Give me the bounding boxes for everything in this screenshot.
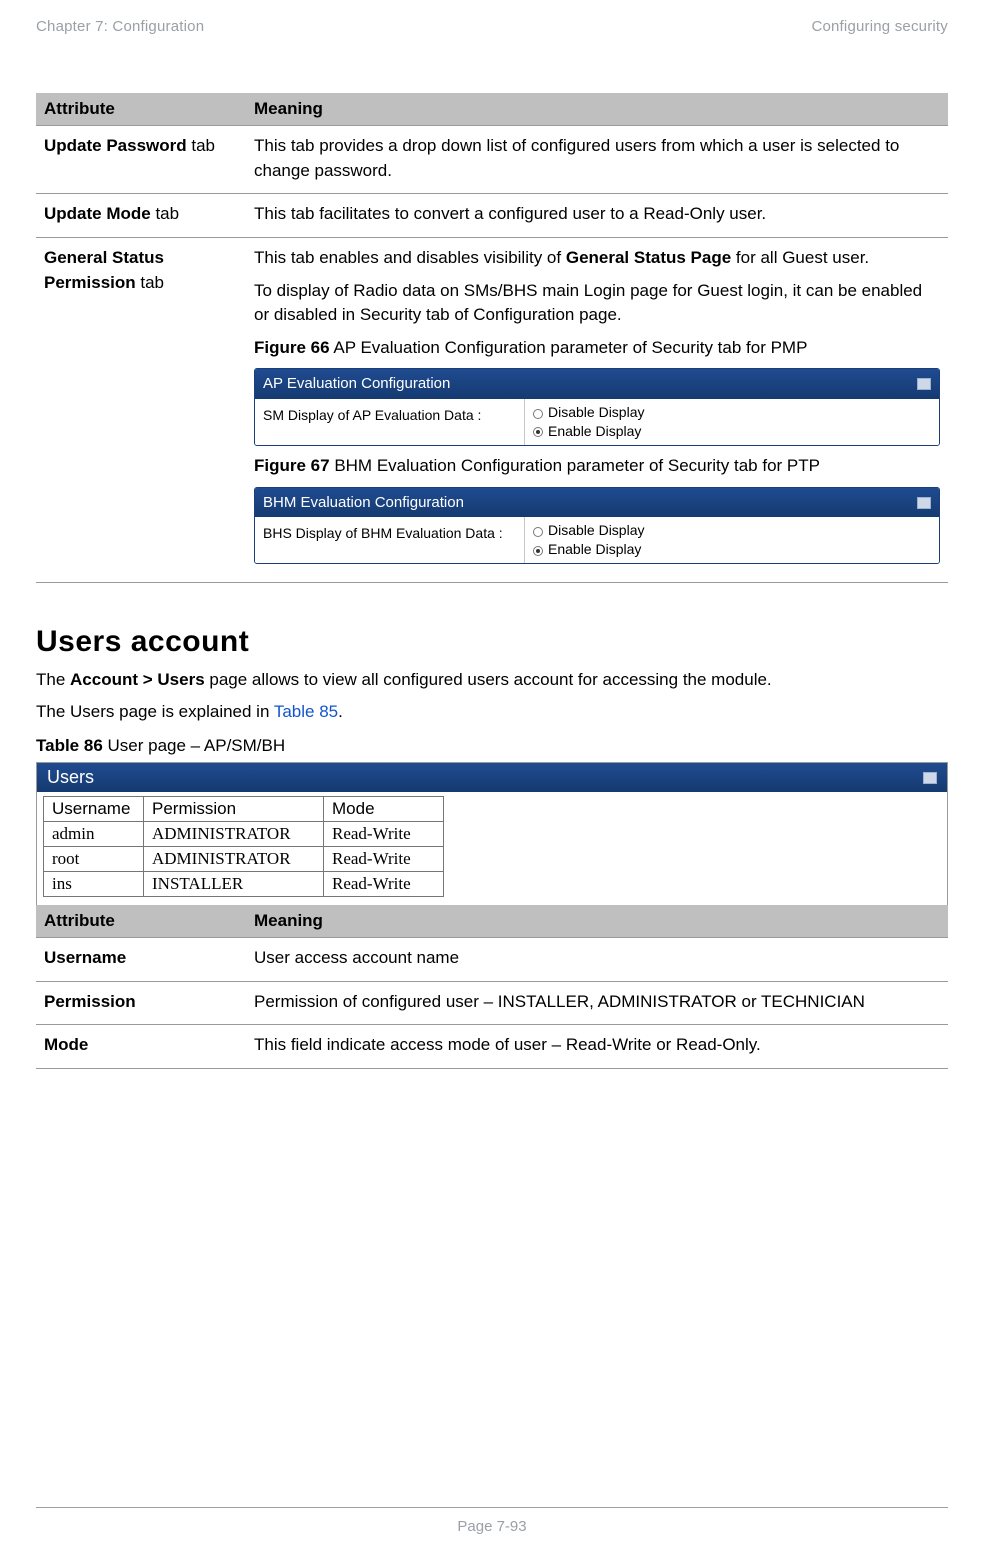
table-link[interactable]: Table 85 [274,702,338,721]
section-paragraph: The Users page is explained in Table 85. [36,699,948,725]
table-caption-label: Table 86 [36,736,103,755]
radio-label: Enable Display [548,423,641,439]
table-row: root ADMINISTRATOR Read-Write [44,847,444,872]
attributes-table-1: Attribute Meaning Update Password tab Th… [36,93,948,583]
attr-label-suffix: tab [187,136,215,155]
figure-label: Figure 66 [254,338,330,357]
cell-mode: Read-Write [324,847,444,872]
panel-title: BHM Evaluation Configuration [263,492,464,514]
table-row: Mode This field indicate access mode of … [36,1025,948,1069]
attributes-table-2: Attribute Meaning Username User access a… [36,905,948,1069]
attr-label: Update Mode [44,204,151,223]
radio-icon [533,546,543,556]
section-title: Users account [36,625,948,659]
table-row: Username User access account name [36,938,948,982]
cell-username: root [44,847,144,872]
attr-meaning: User access account name [246,938,948,982]
cell-username: admin [44,822,144,847]
table-row: ins INSTALLER Read-Write [44,872,444,897]
header-left: Chapter 7: Configuration [36,18,204,35]
attr-meaning: Permission of configured user – INSTALLE… [246,981,948,1025]
bhm-evaluation-config-panel: BHM Evaluation Configuration BHS Display… [254,487,940,565]
attr-meaning-p2: To display of Radio data on SMs/BHS main… [254,279,940,328]
collapse-icon[interactable] [923,772,937,784]
panel-title: AP Evaluation Configuration [263,373,450,395]
radio-icon [533,527,543,537]
text: for all Guest user. [731,248,869,267]
cell-permission: ADMINISTRATOR [144,822,324,847]
figure-label: Figure 67 [254,456,330,475]
collapse-icon[interactable] [917,378,931,390]
col-meaning: Meaning [246,93,948,126]
radio-label: Disable Display [548,404,644,420]
text: This tab enables and disables visibility… [254,248,566,267]
text: page allows to view all configured users… [205,670,772,689]
radio-option[interactable]: Disable Display [533,403,644,422]
attr-label: Permission [36,981,246,1025]
cell-mode: Read-Write [324,822,444,847]
figure-caption: BHM Evaluation Configuration parameter o… [330,456,820,475]
attr-label: Update Password [44,136,187,155]
attr-meaning: This field indicate access mode of user … [246,1025,948,1069]
attr-label-suffix: tab [136,273,164,292]
radio-option[interactable]: Enable Display [533,422,644,441]
text: The [36,670,70,689]
text-bold: Account > Users [70,670,205,689]
table-caption-text: User page – AP/SM/BH [103,736,285,755]
table-row: Update Password tab This tab provides a … [36,126,948,194]
cell-mode: Read-Write [324,872,444,897]
ap-evaluation-config-panel: AP Evaluation Configuration SM Display o… [254,368,940,446]
attr-label-suffix: tab [151,204,179,223]
table-row: Update Mode tab This tab facilitates to … [36,194,948,238]
attr-label: Mode [36,1025,246,1069]
col-username: Username [44,797,144,822]
table-row: admin ADMINISTRATOR Read-Write [44,822,444,847]
section-paragraph: The Account > Users page allows to view … [36,667,948,693]
text: . [338,702,343,721]
footer-divider [36,1507,948,1508]
radio-label: Enable Display [548,541,641,557]
table-row: Permission Permission of configured user… [36,981,948,1025]
radio-label: Disable Display [548,522,644,538]
collapse-icon[interactable] [917,497,931,509]
page-number: Page 7-93 [457,1518,526,1535]
col-attribute: Attribute [36,905,246,938]
radio-icon [533,427,543,437]
text: The Users page is explained in [36,702,274,721]
radio-option[interactable]: Disable Display [533,521,644,540]
users-table: Username Permission Mode admin ADMINISTR… [43,796,444,897]
cell-permission: INSTALLER [144,872,324,897]
panel-title: Users [47,767,94,788]
radio-option[interactable]: Enable Display [533,540,644,559]
header-right: Configuring security [811,18,948,35]
table-row: General Status Permission tab This tab e… [36,237,948,582]
cell-permission: ADMINISTRATOR [144,847,324,872]
cell-username: ins [44,872,144,897]
attr-label: Username [36,938,246,982]
col-attribute: Attribute [36,93,246,126]
attr-meaning-p1: This tab enables and disables visibility… [254,246,940,271]
users-panel: Users Username Permission Mode admin ADM… [36,762,948,905]
radio-icon [533,409,543,419]
text-bold: General Status Page [566,248,731,267]
panel-row-label: SM Display of AP Evaluation Data : [255,399,525,445]
attr-meaning: This tab facilitates to convert a config… [246,194,948,238]
col-mode: Mode [324,797,444,822]
col-permission: Permission [144,797,324,822]
col-meaning: Meaning [246,905,948,938]
panel-row-label: BHS Display of BHM Evaluation Data : [255,517,525,563]
figure-caption: AP Evaluation Configuration parameter of… [330,338,808,357]
attr-meaning: This tab provides a drop down list of co… [246,126,948,194]
